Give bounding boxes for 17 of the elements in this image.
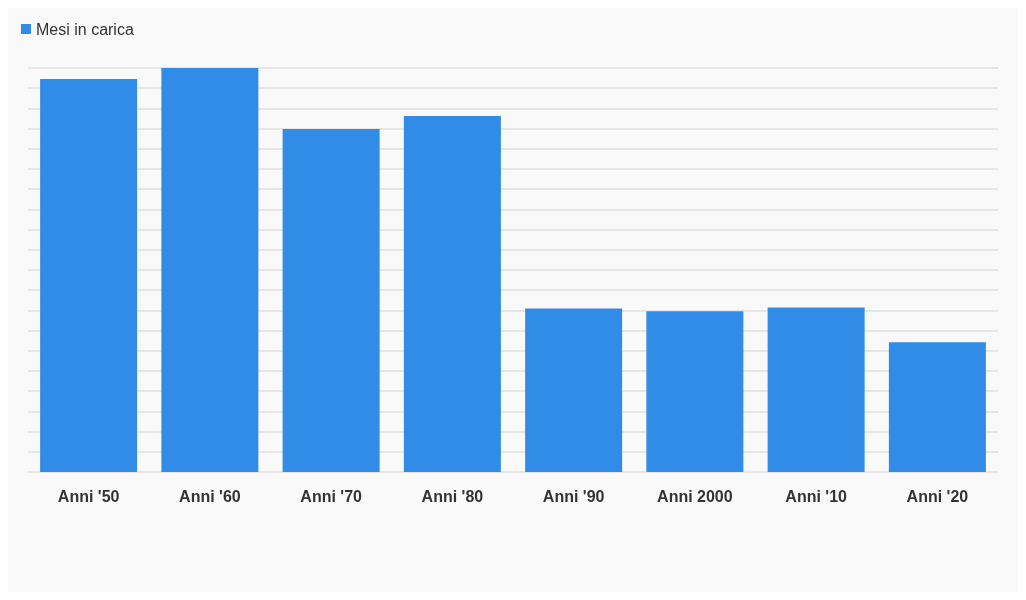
x-tick-label: Anni '80 [421, 487, 484, 505]
bar [40, 78, 138, 472]
bar [888, 342, 986, 472]
x-tick-label: Anni '70 [300, 487, 363, 505]
x-tick-label: Anni '50 [57, 487, 120, 505]
bar [282, 129, 380, 472]
x-tick-label: Anni '10 [785, 487, 848, 505]
bar [525, 308, 623, 472]
legend-label: Mesi in carica [36, 20, 134, 38]
x-tick-label: Anni '20 [906, 487, 969, 505]
bar [403, 116, 501, 472]
x-tick-label: Anni '60 [179, 487, 241, 505]
x-tick-label: Anni 2000 [657, 487, 733, 505]
x-tick-label: Anni '90 [542, 487, 605, 505]
bar [646, 311, 744, 472]
bar [161, 68, 259, 472]
bar [767, 307, 865, 472]
